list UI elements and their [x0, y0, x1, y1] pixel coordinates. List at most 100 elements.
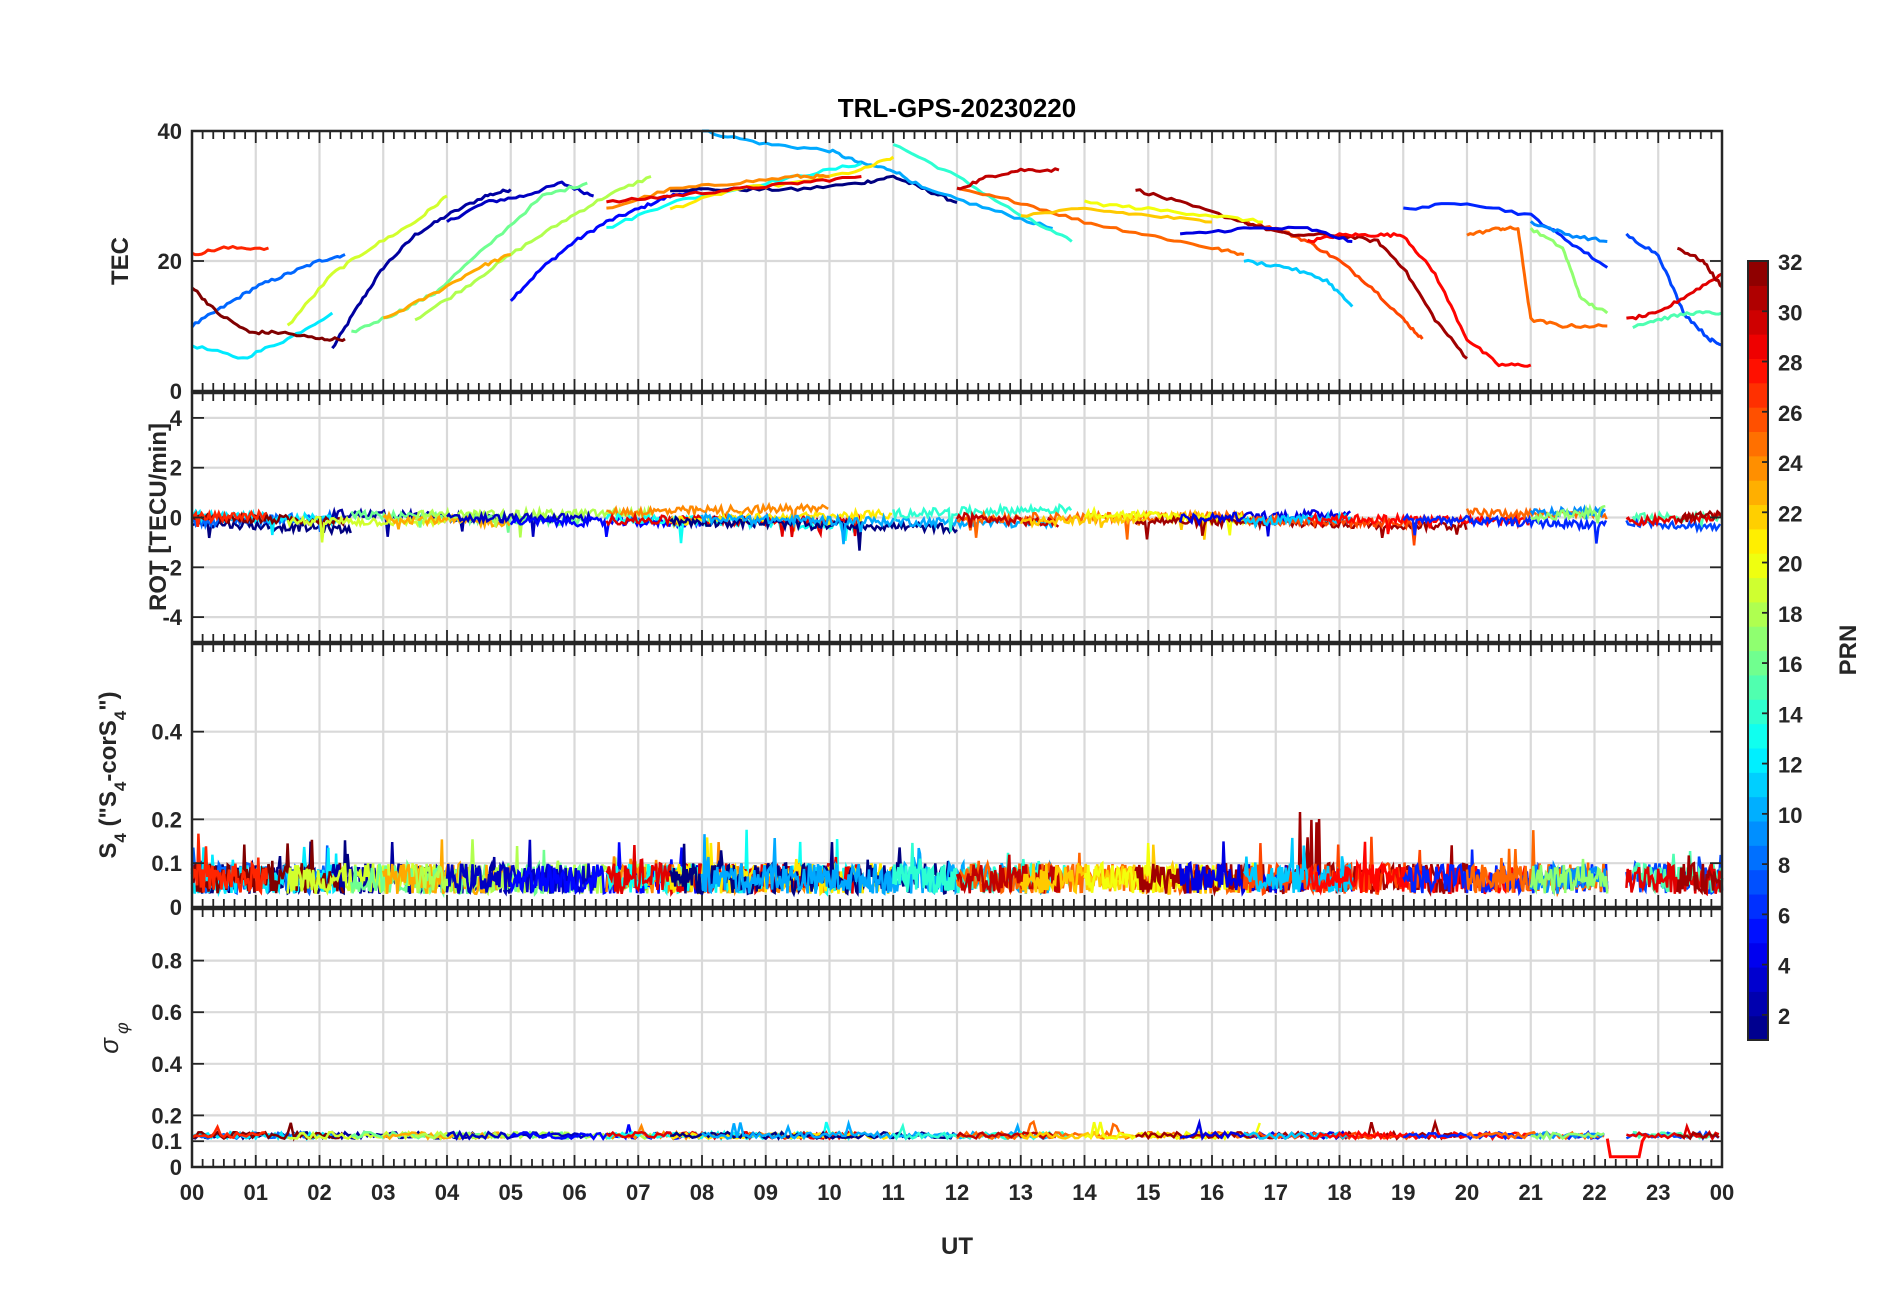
- colorbar-tick-label: 32: [1778, 250, 1802, 275]
- x-tick-label: 11: [882, 1180, 905, 1205]
- rot-series-prn-26: [1243, 512, 1423, 546]
- x-tick-label: 06: [562, 1180, 586, 1205]
- tec-series-prn-27: [191, 245, 269, 257]
- rot-series-prn-22: [1019, 509, 1213, 540]
- colorbar-swatch: [1748, 577, 1768, 603]
- colorbar-swatch: [1748, 1015, 1768, 1041]
- s4-series-prn-17: [1529, 858, 1609, 897]
- x-tick-label: 01: [244, 1180, 268, 1205]
- x-tick-label: 14: [1072, 1180, 1097, 1205]
- x-tick-label: 16: [1200, 1180, 1224, 1205]
- x-tick-label: 18: [1327, 1180, 1351, 1205]
- x-tick-label: 08: [690, 1180, 714, 1205]
- tec-series-prn-8: [190, 253, 346, 328]
- sigma-label-main: σ: [94, 1037, 124, 1054]
- colorbar-tick-label: 6: [1778, 903, 1790, 928]
- y-tick-label: 0.4: [151, 1052, 182, 1077]
- colorbar-swatch: [1748, 650, 1768, 676]
- tec-series-prn-14: [892, 143, 1073, 243]
- colorbar-tick-label: 2: [1778, 1004, 1790, 1029]
- s4-label-sub2: 4: [111, 781, 130, 791]
- y-tick-label: 0.1: [151, 1129, 182, 1154]
- sigma-series-prn-27: [191, 1123, 266, 1140]
- colorbar-swatch: [1748, 285, 1768, 311]
- rot-series-prn-17: [1530, 503, 1606, 525]
- colorbar-tick-label: 18: [1778, 602, 1802, 627]
- tec-series-prn-25: [956, 186, 1245, 256]
- colorbar-swatch: [1748, 358, 1768, 384]
- colorbar-swatch: [1748, 528, 1768, 554]
- y-tick-label: 0: [170, 506, 182, 531]
- s4-label-main: S: [95, 843, 122, 859]
- x-tick-label: 04: [435, 1180, 460, 1205]
- rot-series-prn-23: [382, 510, 511, 531]
- panel-rot: -4 -2 0 2 4: [162, 391, 1724, 644]
- tec-series-prn-21: [669, 155, 895, 211]
- colorbar-swatch: [1748, 309, 1768, 335]
- colorbar-swatch: [1748, 918, 1768, 944]
- y-tick-label: 2: [170, 456, 182, 481]
- colorbar-swatch: [1748, 796, 1768, 822]
- x-tick-label: 10: [817, 1180, 841, 1205]
- colorbar-tick-label: 22: [1778, 501, 1802, 526]
- y-tick-label: 0.2: [151, 807, 182, 832]
- tec-series-prn-28: [1307, 232, 1532, 368]
- rot-series-prn-1: [669, 514, 958, 551]
- colorbar-swatch: [1748, 699, 1768, 725]
- x-tick-label: 03: [371, 1180, 395, 1205]
- x-tick-label: 12: [945, 1180, 969, 1205]
- colorbar-swatch: [1748, 553, 1768, 579]
- y-tick-label: 0: [170, 1155, 182, 1180]
- y-tick-label: 0.8: [151, 949, 182, 974]
- sigma-series-prn-32: [191, 1122, 347, 1142]
- tec-series-prn-25: [1466, 225, 1608, 329]
- y-tick-label: 0: [170, 379, 182, 404]
- sigma-dip-prn-28: [1605, 1135, 1647, 1159]
- x-tick-label: 22: [1582, 1180, 1606, 1205]
- x-tick-label: 19: [1391, 1180, 1415, 1205]
- s4-label-open: ("S: [95, 791, 122, 833]
- tec-series-prn-29: [606, 175, 862, 204]
- colorbar-swatch: [1748, 504, 1768, 530]
- panel-sigma_phi: 00.10.2 0.4 0.6 0.8: [151, 907, 1724, 1180]
- y-axis-label-sigma-phi: σφ: [94, 1022, 132, 1054]
- y-tick-label: 0.4: [151, 720, 182, 745]
- sigma-label-sub: φ: [112, 1022, 132, 1034]
- s4-series-prn-1: [668, 842, 959, 898]
- rot-series-prn-14: [892, 502, 1073, 532]
- colorbar-swatch: [1748, 674, 1768, 700]
- colorbar-swatch: [1748, 601, 1768, 627]
- colorbar-swatch: [1748, 431, 1768, 457]
- x-tick-label: 00: [180, 1180, 204, 1205]
- tec-series-prn-2: [331, 188, 512, 350]
- colorbar-swatch: [1748, 480, 1768, 506]
- s4-label-sub: 4: [111, 833, 130, 843]
- colorbar-tick-label: 26: [1778, 401, 1802, 426]
- tec-series-prn-4: [1179, 225, 1353, 243]
- tec-series-prn-9: [1529, 220, 1608, 243]
- panel-tec: 0 20 40: [158, 119, 1724, 404]
- y-tick-label: 0.6: [151, 1000, 182, 1025]
- colorbar-swatch: [1748, 382, 1768, 408]
- y-tick-label: 20: [158, 249, 182, 274]
- y-tick-label: -2: [162, 555, 182, 580]
- colorbar-swatch: [1748, 747, 1768, 773]
- s4-series-prn-9: [1529, 859, 1609, 894]
- colorbar-swatch: [1748, 455, 1768, 481]
- y-tick-label: 0.2: [151, 1103, 182, 1128]
- colorbar-tick-label: 4: [1778, 954, 1791, 979]
- colorbar-tick-label: 10: [1778, 803, 1802, 828]
- tec-series-prn-7: [1625, 232, 1723, 347]
- y-tick-label: 0.1: [151, 851, 182, 876]
- x-axis-label: UT: [941, 1233, 973, 1260]
- tec-series-prn-22: [1020, 206, 1213, 224]
- tec-series-prn-20: [1084, 199, 1264, 224]
- tec-series-prn-18: [414, 175, 652, 322]
- colorbar-tick-label: 24: [1778, 451, 1803, 476]
- tec-series-prn-23: [382, 253, 511, 320]
- x-tick-label: 15: [1136, 1180, 1160, 1205]
- colorbar-swatch: [1748, 626, 1768, 652]
- colorbar-swatch: [1748, 966, 1768, 992]
- x-tick-label: 02: [307, 1180, 331, 1205]
